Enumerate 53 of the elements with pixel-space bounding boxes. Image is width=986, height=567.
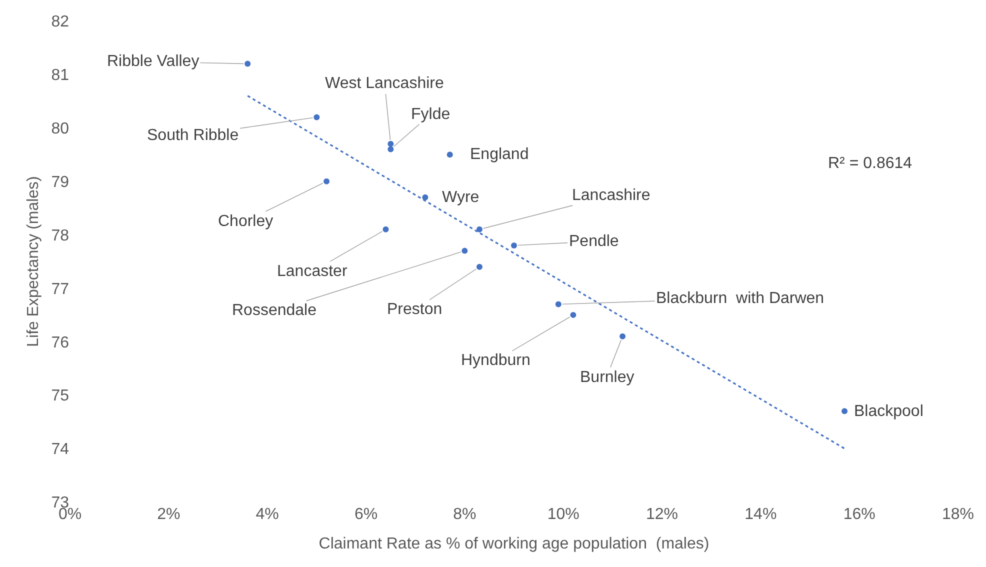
- y-tick-label: 82: [51, 14, 70, 31]
- point: [382, 226, 389, 232]
- point: [422, 194, 428, 200]
- annotation: Fylde: [411, 106, 450, 123]
- point: [314, 114, 320, 120]
- x-tick-label: 6%: [354, 506, 378, 523]
- x-tick-label: 18%: [942, 506, 974, 523]
- y-tick-label: 80: [51, 120, 70, 138]
- x-tick-label: 8%: [453, 506, 476, 523]
- annotation: Lancaster: [277, 263, 348, 280]
- y-tick-label: 74: [51, 441, 70, 458]
- annotation: Wyre: [442, 189, 480, 206]
- y-tick-label: 76: [51, 334, 70, 352]
- y-tick-label: 78: [51, 227, 70, 244]
- annotation: Lancashire: [572, 187, 650, 204]
- annotation: West Lancashire: [325, 75, 444, 92]
- point: [476, 226, 482, 232]
- y-tick-label: 77: [51, 280, 70, 298]
- x-tick-label: 2%: [157, 506, 180, 523]
- y-tick-label: 81: [51, 67, 70, 84]
- x-tick-label: 4%: [256, 506, 279, 523]
- x-tick-label: 14%: [744, 506, 777, 523]
- point: [555, 301, 562, 308]
- annotation: Hyndburn: [461, 352, 530, 369]
- point: [620, 333, 626, 340]
- point: [324, 178, 330, 184]
- annotation: Blackpool: [854, 403, 924, 420]
- annotation: Pendle: [569, 233, 619, 250]
- point: [462, 248, 468, 254]
- point: [842, 408, 848, 414]
- point: [388, 146, 394, 152]
- annotation: Ribble Valley: [107, 53, 200, 70]
- annotation: Preston: [387, 301, 442, 318]
- point: [570, 312, 576, 318]
- point: [476, 264, 482, 270]
- annotation: South Ribble: [147, 127, 239, 144]
- annotation: R² = 0.8614: [828, 155, 912, 172]
- annotation: Chorley: [218, 213, 274, 230]
- annotation: Rossendale: [232, 302, 317, 319]
- annotation: England: [470, 146, 529, 163]
- point: [244, 60, 251, 67]
- x-axis-title: Claimant Rate as % of working age population (males): [318, 536, 710, 553]
- annotation: Burnley: [580, 369, 634, 386]
- y-tick-label: 79: [51, 174, 70, 191]
- x-tick-label: 10%: [547, 506, 580, 523]
- x-tick-label: 16%: [843, 506, 876, 523]
- y-tick-label: 75: [51, 388, 70, 405]
- annotation: Blackburn with Darwen: [656, 290, 824, 307]
- y-axis-title: Life Expectancy (males): [25, 176, 42, 347]
- point: [446, 152, 453, 158]
- point: [511, 242, 517, 248]
- x-tick-label: 12%: [646, 506, 678, 523]
- point: [388, 140, 394, 147]
